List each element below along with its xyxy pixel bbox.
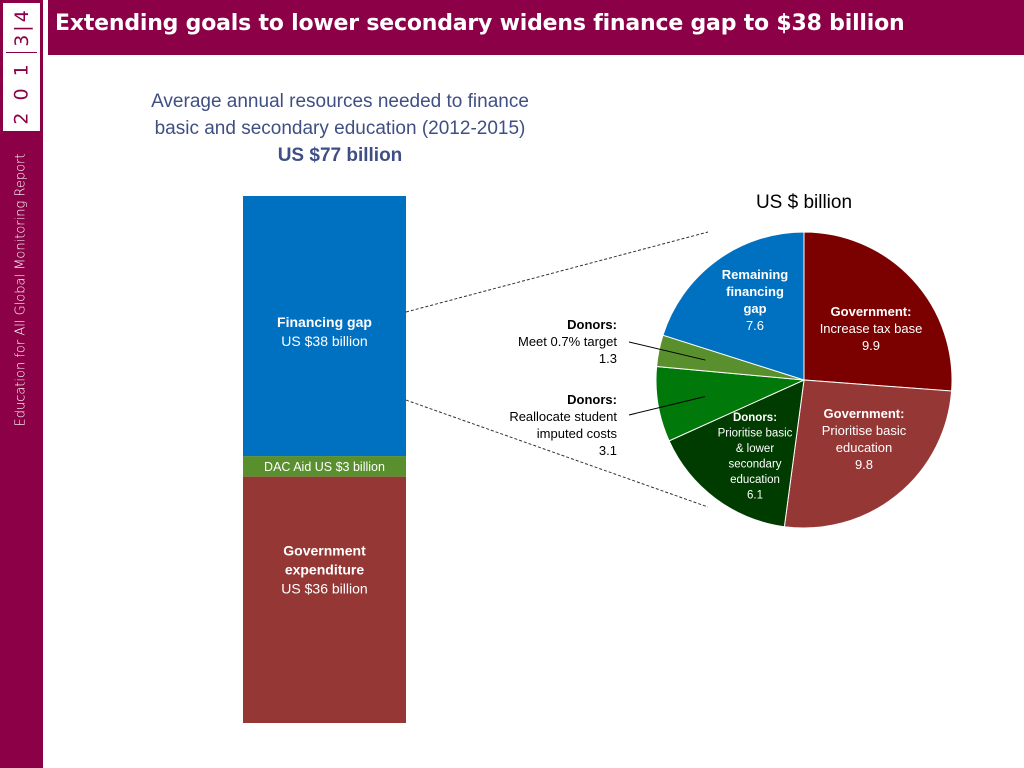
pie-title: US $ billion — [756, 192, 852, 213]
leader-line-donor-target — [628, 341, 706, 361]
bar-label-gap: Financing gap US $38 billion — [277, 314, 372, 349]
pie-label-donor-prioritise-line: Prioritise basic — [718, 428, 793, 440]
pie-label-remaining-gap-line: Remaining — [722, 267, 789, 282]
pie-label-donor-target: Donors: Meet 0.7% target 1.3 — [518, 317, 617, 366]
bar-segment-government — [243, 476, 406, 723]
pie-slice-donor-prioritise — [668, 379, 805, 528]
year-divider — [6, 52, 37, 53]
pie-label-donor-reallocate-line: Donors: — [567, 392, 617, 407]
subtitle-line-2: basic and secondary education (2012-2015… — [154, 118, 526, 139]
pie-label-donor-target-line: Meet 0.7% target — [518, 334, 617, 349]
subtitle-total: US $77 billion — [277, 145, 403, 166]
pie-slice-gov-prioritise — [783, 379, 953, 529]
pie-slice-remaining-gap — [662, 231, 805, 381]
pie-label-gov-tax-line: Government: — [831, 304, 912, 319]
bar-label-government: Government expenditure US $36 billion — [281, 543, 367, 597]
pie-label-donor-reallocate: Donors: Reallocate student imputed costs 3.… — [509, 392, 617, 458]
pie-label-donor-target-line: Donors: — [567, 317, 617, 332]
pie-label-gov-prioritise-line: Prioritise basic — [822, 423, 907, 438]
leader-line-donor-reallocate — [628, 396, 705, 416]
pie-label-gov-prioritise: Government: Prioritise basic education 9.8 — [822, 406, 907, 472]
report-year-badge: 3|4 2 0 1 — [3, 3, 40, 131]
bar-segment-dac — [243, 456, 406, 477]
bar-label-government-line: expenditure — [285, 562, 365, 578]
connector-line-top — [405, 231, 709, 313]
pie-label-gov-tax: Government: Increase tax base 9.9 — [820, 304, 923, 353]
pie-label-donor-prioritise-line: Donors: — [733, 412, 777, 424]
pie-label-remaining-gap-line: 7.6 — [746, 318, 764, 333]
connector-line-bottom — [405, 399, 709, 508]
pie-label-remaining-gap-line: financing — [726, 284, 784, 299]
pie-label-donor-reallocate-line: 3.1 — [599, 443, 617, 458]
pie-label-donor-prioritise-line: education — [730, 474, 780, 486]
sidebar: 3|4 2 0 1 Education for All Global Monit… — [0, 0, 43, 768]
bar-segment-gap — [243, 196, 406, 457]
pie-label-remaining-gap-line: gap — [743, 301, 766, 316]
subtitle-line-1: Average annual resources needed to finan… — [151, 91, 529, 112]
pie-label-donor-prioritise-line: & lower — [736, 443, 775, 455]
pie-label-donor-prioritise-line: 6.1 — [747, 490, 763, 502]
pie-label-gov-tax-line: Increase tax base — [820, 321, 923, 336]
pie-label-remaining-gap: Remaining financing gap 7.6 — [722, 267, 789, 333]
page-title: Extending goals to lower secondary widen… — [55, 11, 905, 36]
pie-label-donor-prioritise: Donors: Prioritise basic & lower secondary e… — [718, 412, 793, 502]
bar-label-gap-line: US $38 billion — [281, 333, 367, 349]
bar-label-gap-line: Financing gap — [277, 314, 372, 330]
pie-label-donor-reallocate-line: Reallocate student — [509, 409, 617, 424]
pie-label-donor-reallocate-line: imputed costs — [537, 426, 618, 441]
bar-label-government-line: Government — [283, 543, 366, 559]
pie-label-gov-tax-line: 9.9 — [862, 338, 880, 353]
pie-slice-gov-tax — [803, 231, 953, 392]
header-bar: Extending goals to lower secondary widen… — [48, 0, 1024, 55]
pie-label-gov-prioritise-line: 9.8 — [855, 457, 873, 472]
bar-label-dac: DAC Aid US $3 billion — [264, 460, 385, 474]
pie-label-gov-prioritise-line: Government: — [824, 406, 905, 421]
bar-label-government-line: US $36 billion — [281, 581, 367, 597]
pie-label-donor-prioritise-line: secondary — [728, 459, 781, 471]
chart-subtitle: Average annual resources needed to finan… — [120, 88, 560, 169]
pie-label-donor-target-line: 1.3 — [599, 351, 617, 366]
pie-label-gov-prioritise-line: education — [836, 440, 892, 455]
